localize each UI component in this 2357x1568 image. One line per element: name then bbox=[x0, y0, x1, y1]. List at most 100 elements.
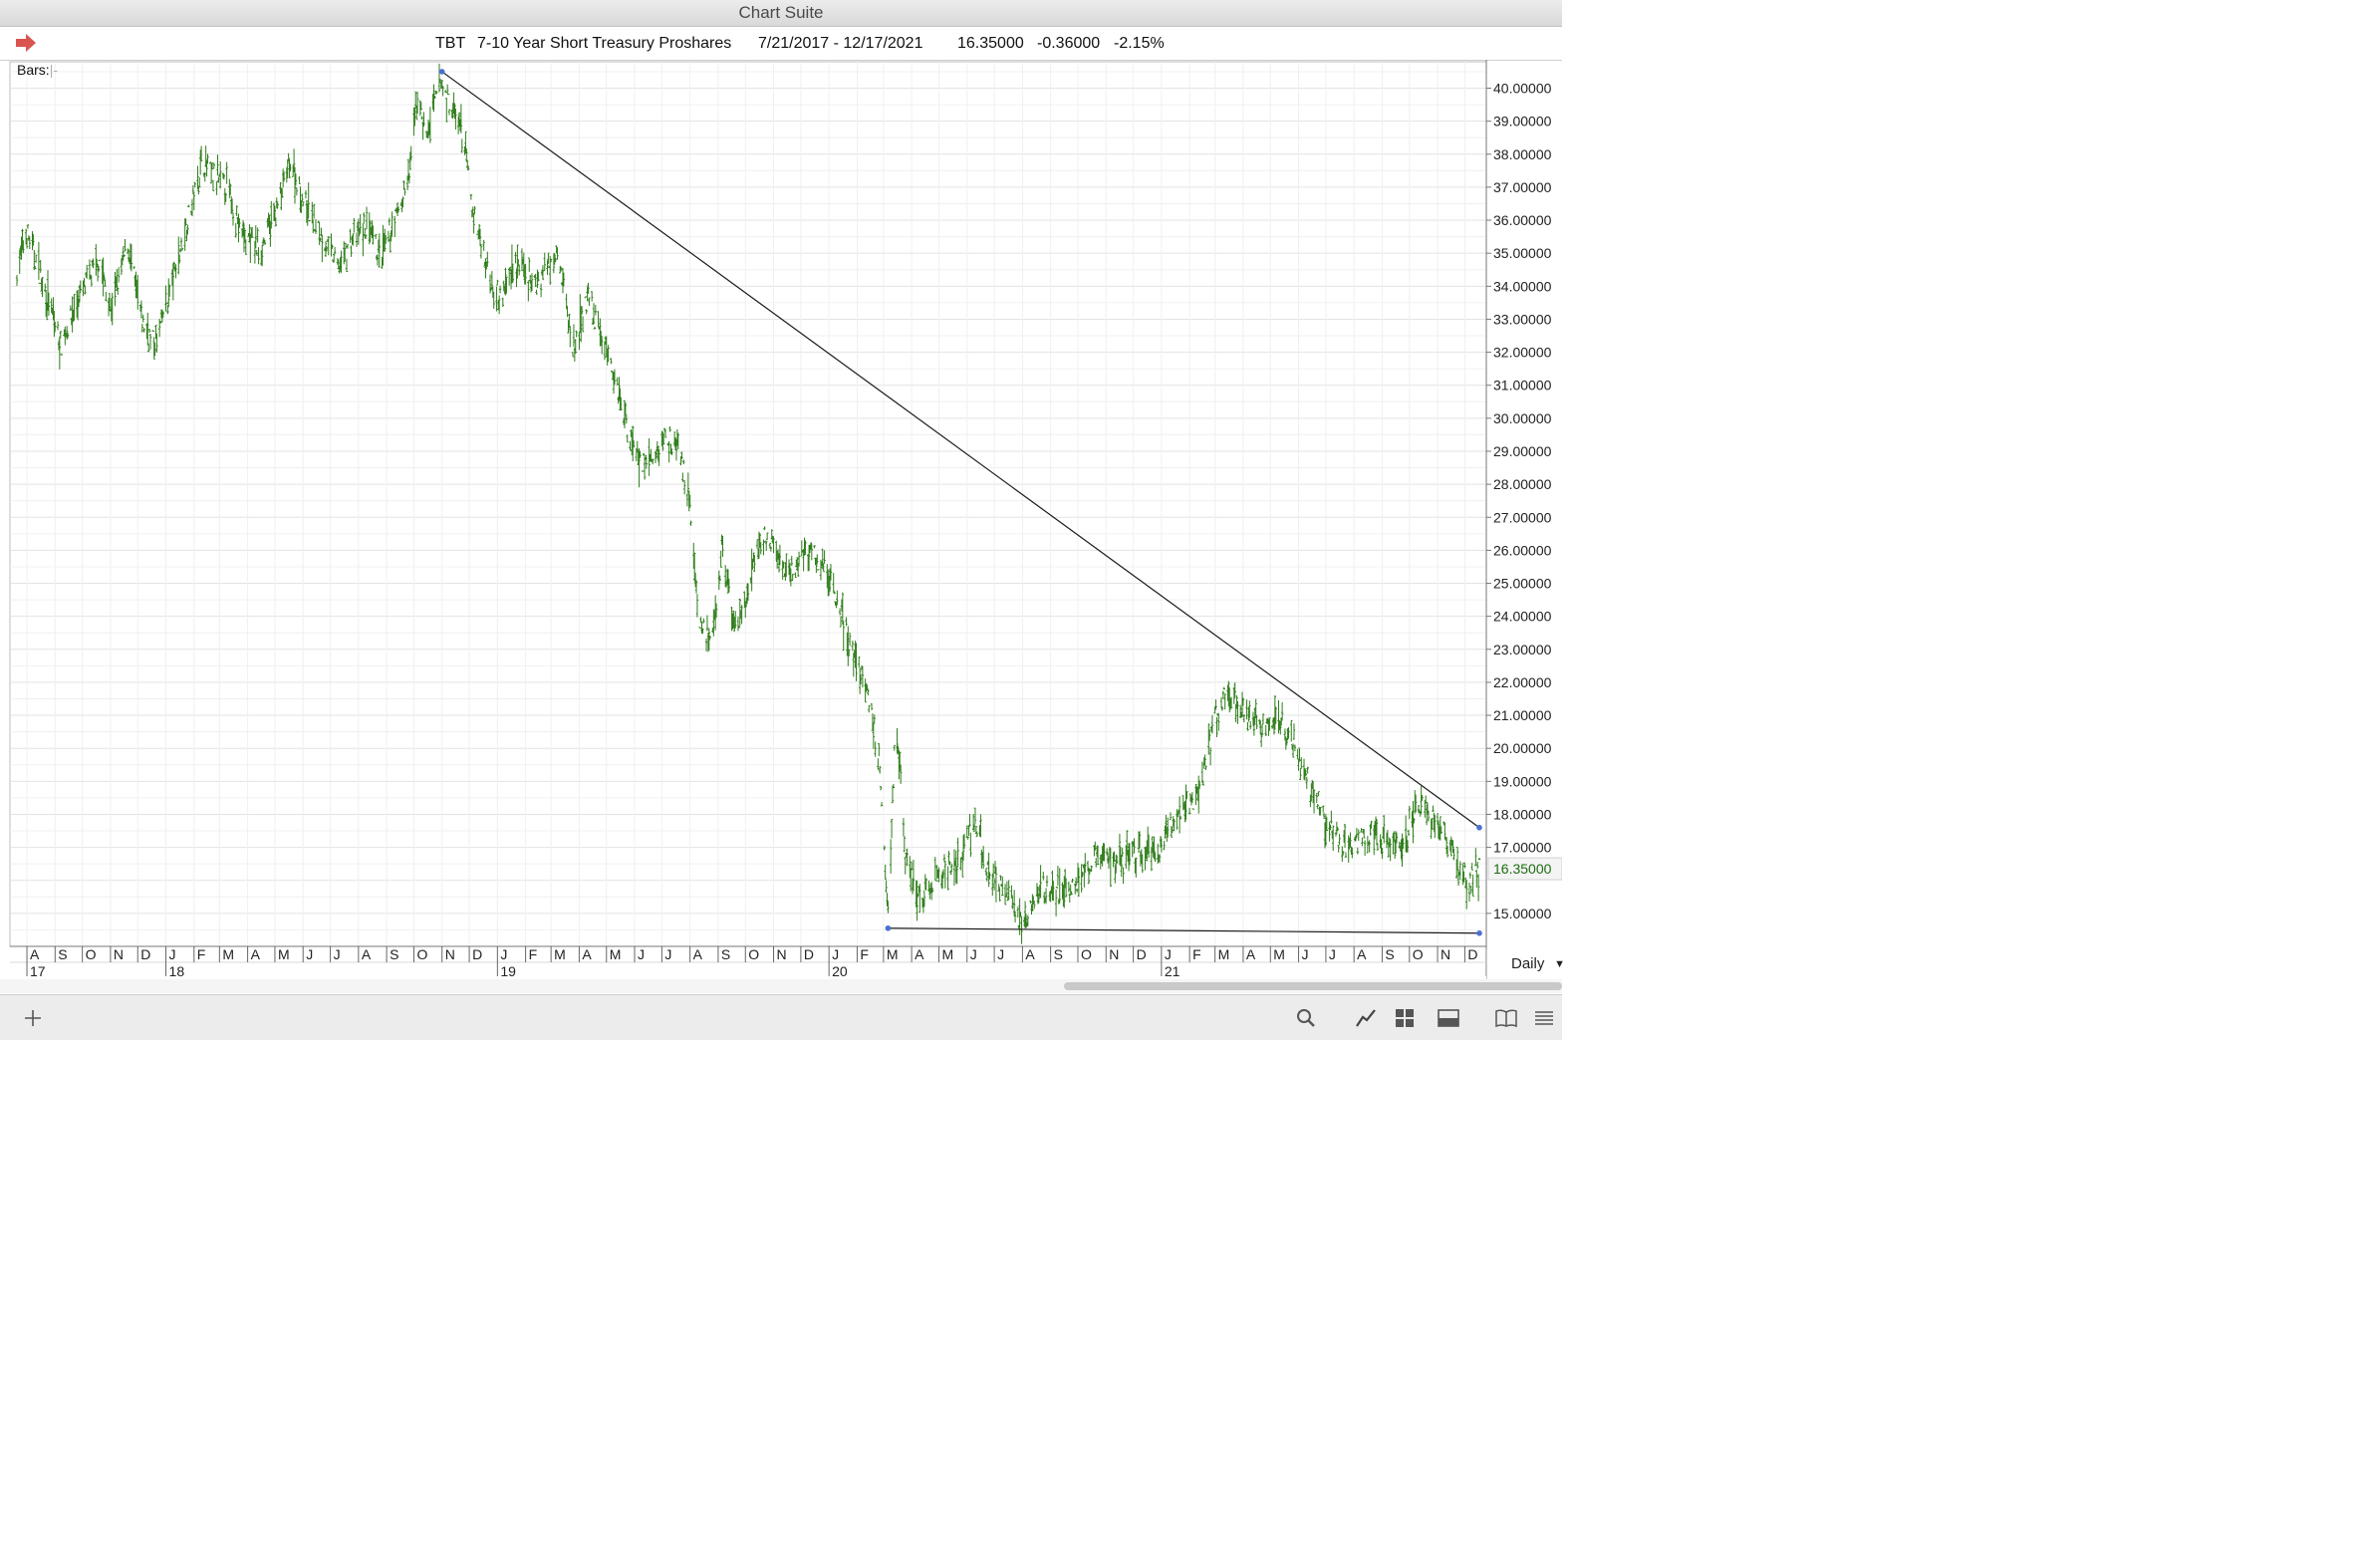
price-bar bbox=[1054, 889, 1058, 916]
book-icon[interactable] bbox=[1493, 1005, 1519, 1031]
price-bar bbox=[762, 539, 765, 556]
price-bar bbox=[1287, 727, 1290, 739]
price-bar bbox=[56, 321, 60, 331]
price-bar bbox=[1165, 814, 1168, 835]
price-bar bbox=[1113, 851, 1116, 863]
price-bar bbox=[1177, 812, 1179, 818]
price-bar bbox=[152, 337, 155, 360]
price-bar bbox=[389, 235, 392, 253]
price-bar bbox=[34, 254, 38, 263]
price-bar bbox=[892, 783, 896, 789]
price-bar bbox=[178, 254, 181, 264]
price-bar bbox=[1407, 829, 1411, 837]
price-bar bbox=[1236, 700, 1239, 724]
price-chart[interactable]: 40.00000 39.00000 38.00000 37.00000 36.00000… bbox=[0, 60, 1562, 979]
price-bar bbox=[708, 635, 711, 641]
price-bar bbox=[502, 280, 505, 292]
price-bar bbox=[1369, 824, 1372, 836]
month-label: J bbox=[334, 946, 341, 962]
price-bar bbox=[388, 217, 392, 226]
price-bar bbox=[183, 218, 186, 251]
price-bar bbox=[593, 326, 597, 330]
price-bar bbox=[401, 196, 404, 208]
price-bar bbox=[120, 258, 124, 276]
price-bar bbox=[724, 565, 727, 588]
add-icon[interactable] bbox=[20, 1005, 46, 1031]
price-bar bbox=[1470, 863, 1473, 871]
price-axis: 40.00000 39.00000 38.00000 37.00000 36.00000… bbox=[1485, 60, 1562, 976]
price-bar bbox=[1239, 704, 1242, 719]
month-label: D bbox=[140, 946, 150, 962]
price-bar bbox=[1056, 865, 1060, 886]
price-bar bbox=[750, 548, 753, 592]
bars-label: Bars:|- bbox=[17, 62, 58, 78]
price-bar bbox=[325, 246, 329, 252]
price-bar bbox=[376, 254, 380, 266]
price-bar bbox=[790, 555, 793, 567]
panel-layout-icon[interactable] bbox=[1436, 1005, 1461, 1031]
price-bar bbox=[590, 291, 594, 302]
grid-layout-icon[interactable] bbox=[1392, 1005, 1418, 1031]
price-bar bbox=[508, 266, 512, 271]
price-bar bbox=[712, 609, 715, 637]
price-bar bbox=[1361, 837, 1364, 847]
price-bar bbox=[1138, 831, 1142, 849]
plot-area bbox=[9, 61, 1487, 947]
last-price-box bbox=[1487, 857, 1562, 881]
price-change: -0.36000 bbox=[1037, 35, 1101, 52]
price-bar bbox=[601, 336, 604, 355]
price-bar bbox=[603, 341, 607, 361]
list-icon[interactable] bbox=[1531, 1005, 1557, 1031]
price-bar bbox=[445, 84, 449, 94]
y-tick-label: 23.00000 bbox=[1493, 642, 1552, 657]
price-bar bbox=[942, 854, 946, 863]
price-bar bbox=[1128, 843, 1132, 866]
price-bar bbox=[357, 218, 361, 245]
price-bar bbox=[422, 112, 425, 128]
price-bar bbox=[884, 865, 887, 881]
price-bar bbox=[1222, 686, 1225, 690]
year-label: 21 bbox=[1165, 963, 1180, 979]
price-bar bbox=[1317, 791, 1320, 797]
price-bar bbox=[879, 765, 882, 774]
search-icon[interactable] bbox=[1293, 1005, 1319, 1031]
price-bar bbox=[852, 653, 855, 677]
price-bar bbox=[899, 764, 903, 784]
price-bar bbox=[1200, 761, 1204, 783]
scrollbar-thumb[interactable] bbox=[1064, 982, 1562, 990]
price-bar bbox=[148, 333, 152, 350]
price-bar bbox=[851, 640, 855, 652]
price-bar bbox=[238, 218, 241, 228]
price-bar bbox=[215, 180, 218, 195]
price-bar bbox=[536, 269, 539, 289]
price-bar bbox=[441, 86, 444, 97]
price-bar bbox=[470, 210, 474, 218]
price-bar bbox=[950, 863, 953, 873]
price-bar bbox=[562, 272, 566, 287]
month-label: A bbox=[1246, 946, 1256, 962]
price-bar bbox=[174, 264, 177, 279]
price-bar bbox=[276, 201, 279, 209]
price-bar bbox=[753, 555, 756, 573]
period-selector[interactable]: Daily ▼ bbox=[1486, 949, 1565, 979]
price-bar bbox=[737, 626, 741, 629]
price-bar bbox=[943, 860, 947, 889]
price-bar bbox=[1064, 878, 1068, 898]
price-bar bbox=[66, 332, 70, 339]
price-bar bbox=[1456, 869, 1460, 887]
price-bar bbox=[495, 286, 498, 312]
price-bar bbox=[917, 893, 919, 898]
price-bar bbox=[685, 493, 689, 507]
arrow-right-icon[interactable] bbox=[14, 32, 38, 54]
price-bar bbox=[1044, 888, 1048, 905]
chevron-down-icon: ▼ bbox=[1554, 958, 1565, 970]
price-bar bbox=[384, 228, 387, 252]
price-bar bbox=[889, 839, 893, 874]
price-bar bbox=[1229, 696, 1233, 709]
chart-type-icon[interactable] bbox=[1353, 1005, 1379, 1031]
price-bar bbox=[460, 138, 463, 153]
price-bar bbox=[1413, 818, 1416, 824]
price-bar bbox=[584, 296, 587, 299]
month-label: M bbox=[554, 946, 566, 962]
price-bar bbox=[147, 343, 150, 353]
